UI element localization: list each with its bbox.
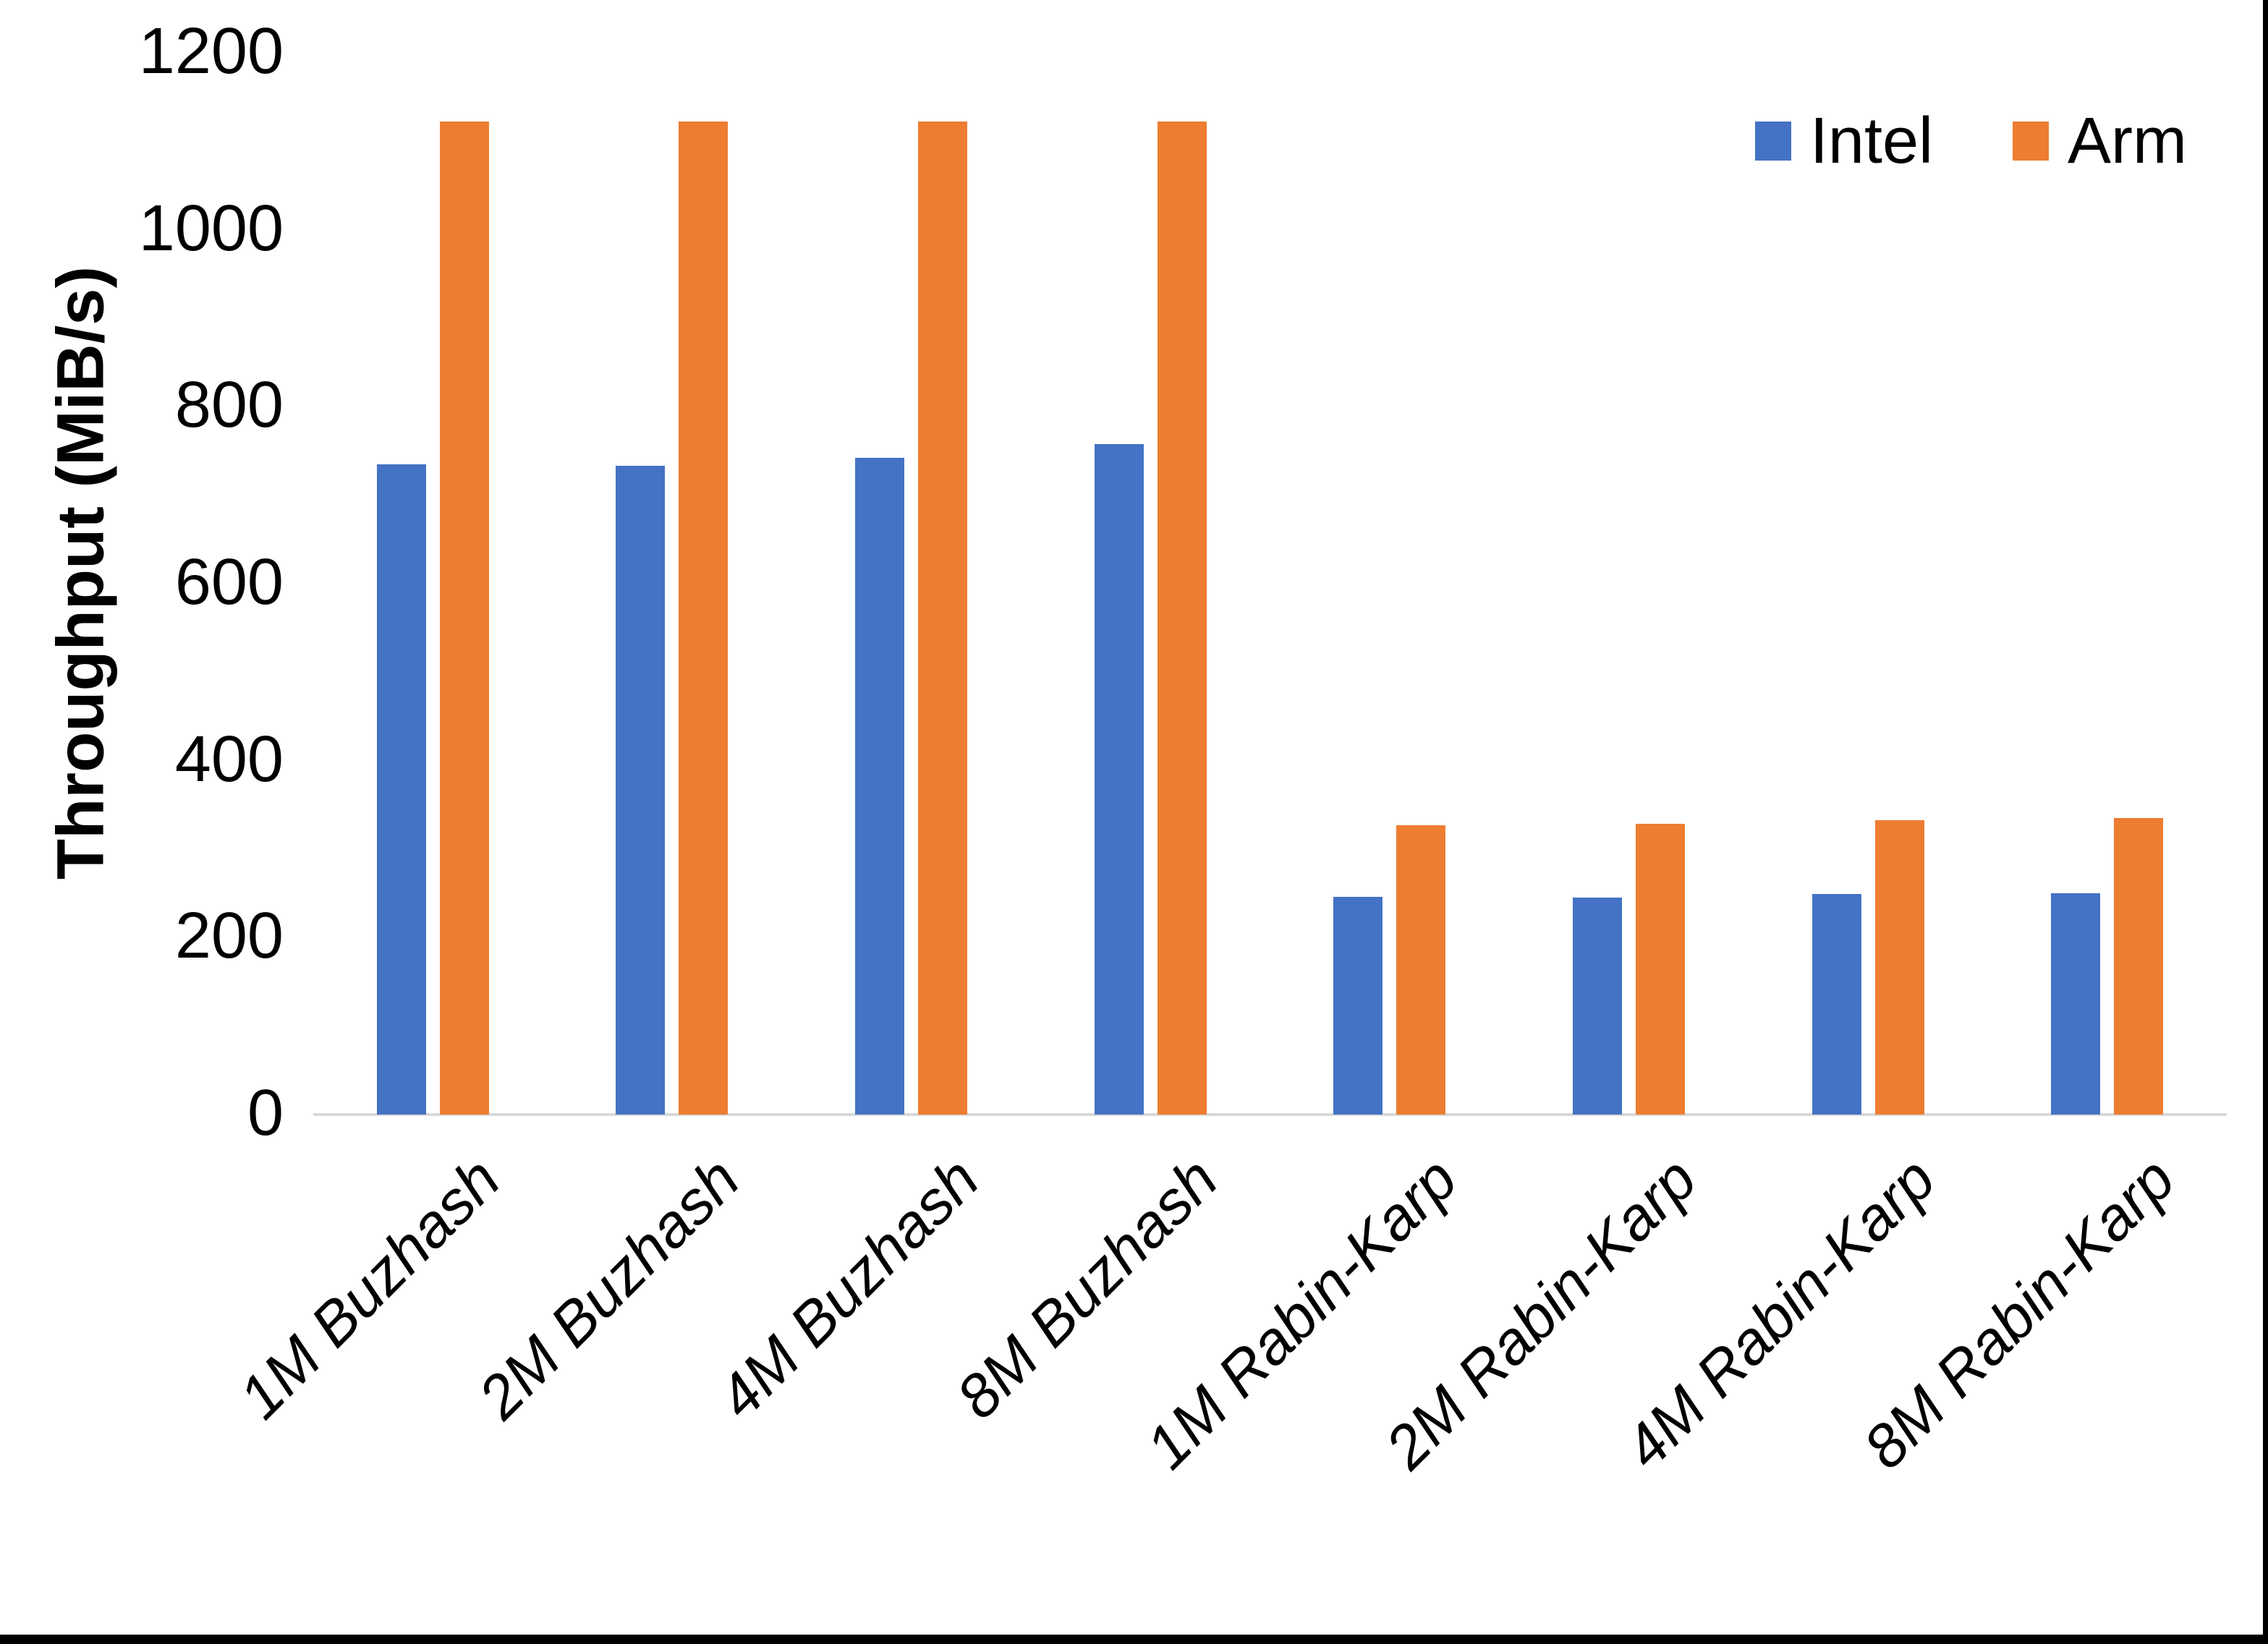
x-label-anchor-8m-rabin-karp: 8M Rabin-Karp xyxy=(1731,1144,2188,1481)
category-group-4m-buzhash xyxy=(791,53,1031,1115)
legend-label-intel: Intel xyxy=(1809,105,1934,177)
legend-swatch-arm xyxy=(2013,122,2050,161)
x-axis-category-labels: 1M Buzhash 2M Buzhash 4M Buzhash 8M Buzhash… xyxy=(226,1115,2227,1635)
bar-intel-1m-rabin-karp xyxy=(1333,897,1383,1115)
y-tick-label-1200: 1200 xyxy=(138,15,284,88)
category-group-1m-rabin-karp xyxy=(1270,53,1510,1115)
bar-arm-1m-rabin-karp xyxy=(1396,825,1446,1115)
bar-arm-4m-buzhash xyxy=(918,122,968,1115)
bar-arm-1m-buzhash xyxy=(439,122,489,1115)
y-tick-label-800: 800 xyxy=(174,369,284,442)
x-category-label-8m-rabin-karp: 8M Rabin-Karp xyxy=(1850,1144,2188,1482)
y-tick-label-1000: 1000 xyxy=(138,192,284,265)
category-group-1m-buzhash xyxy=(313,53,553,1115)
bar-intel-2m-rabin-karp xyxy=(1572,898,1622,1115)
bar-intel-4m-buzhash xyxy=(855,458,905,1115)
y-tick-label-200: 200 xyxy=(174,900,284,973)
x-axis-line xyxy=(313,1113,2227,1116)
bar-intel-2m-buzhash xyxy=(616,466,666,1115)
bar-intel-8m-rabin-karp xyxy=(2051,893,2101,1115)
legend-label-arm: Arm xyxy=(2068,105,2187,177)
bar-arm-4m-rabin-karp xyxy=(1874,819,1924,1115)
bar-arm-2m-rabin-karp xyxy=(1635,823,1685,1115)
category-group-2m-buzhash xyxy=(553,53,792,1115)
bar-intel-4m-rabin-karp xyxy=(1812,894,1861,1115)
category-group-2m-rabin-karp xyxy=(1509,53,1749,1115)
category-group-8m-buzhash xyxy=(1031,53,1270,1115)
bar-arm-2m-buzhash xyxy=(679,122,729,1115)
bar-intel-8m-buzhash xyxy=(1094,443,1144,1115)
y-tick-label-600: 600 xyxy=(174,546,284,619)
legend-swatch-intel xyxy=(1754,122,1791,161)
legend: Intel Arm xyxy=(1754,105,2187,177)
legend-item-intel: Intel xyxy=(1754,105,1934,177)
y-tick-label-400: 400 xyxy=(174,723,284,796)
plot-area xyxy=(313,53,2227,1115)
bar-intel-1m-buzhash xyxy=(376,464,426,1115)
screenshot-right-edge xyxy=(2263,0,2268,1644)
screenshot-bottom-edge xyxy=(0,1635,2268,1644)
category-group-4m-rabin-karp xyxy=(1749,53,1988,1115)
legend-item-arm: Arm xyxy=(2013,108,2187,174)
y-tick-label-0: 0 xyxy=(247,1077,284,1150)
category-group-8m-rabin-karp xyxy=(1987,53,2227,1115)
bar-arm-8m-rabin-karp xyxy=(2114,818,2164,1115)
bar-arm-8m-buzhash xyxy=(1157,122,1207,1115)
